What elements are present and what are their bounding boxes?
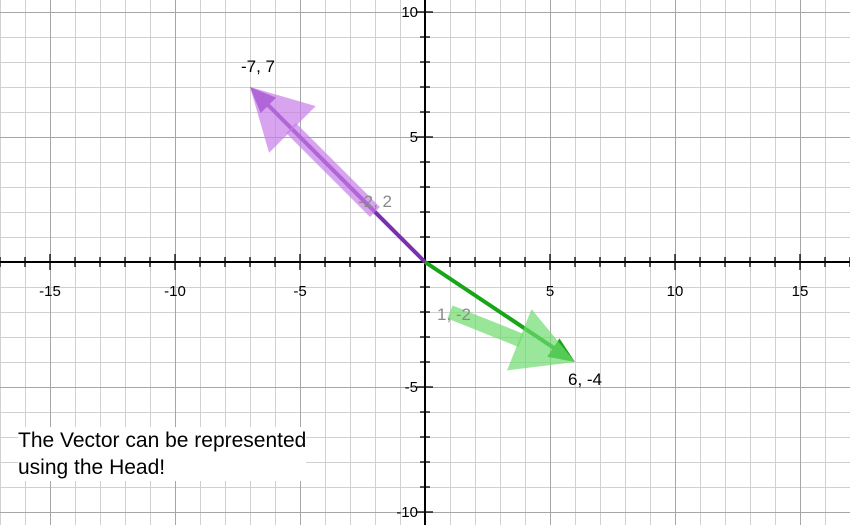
vector-1_-2-shaft	[447, 305, 524, 347]
vector--2_2-head	[250, 87, 316, 153]
x-tick-label: 10	[667, 283, 684, 300]
vector-label: 6, -4	[568, 370, 602, 389]
y-tick-label: -5	[405, 379, 418, 396]
y-tick-label: 10	[401, 4, 418, 21]
x-tick-label: -15	[39, 283, 61, 300]
vector--2_2-shaft	[286, 123, 380, 217]
vector-label: 1, -2	[437, 305, 471, 324]
x-tick-label: -10	[164, 283, 186, 300]
caption-text: The Vector can be represented using the …	[18, 427, 307, 481]
vector-label: -7, 7	[241, 57, 275, 76]
y-tick-label: -10	[396, 504, 418, 521]
labels: -7, 7 -2, 2 6, -4 1, -2	[241, 57, 602, 389]
vector-1_-2-head	[507, 309, 575, 371]
x-tick-label: 15	[792, 283, 809, 300]
y-tick-label: 5	[410, 129, 418, 146]
vectors	[250, 87, 575, 371]
x-tick-label: 5	[546, 283, 554, 300]
vector-label: -2, 2	[358, 192, 392, 211]
x-tick-label: -5	[293, 283, 306, 300]
